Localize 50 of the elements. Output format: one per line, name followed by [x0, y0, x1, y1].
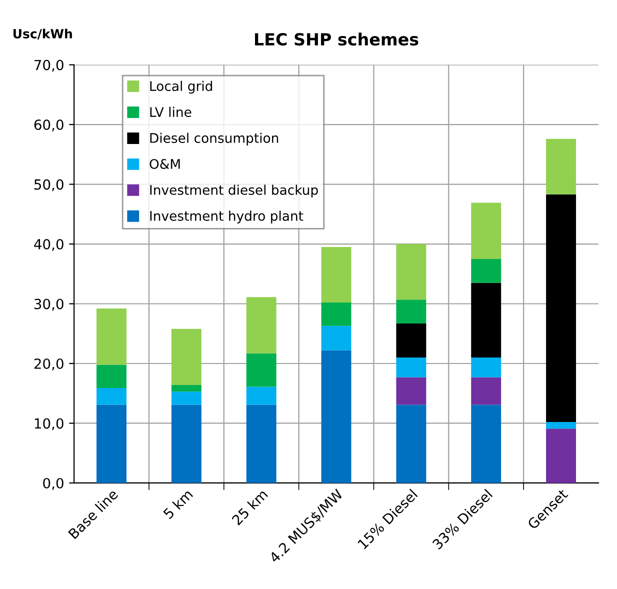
bar [321, 302, 352, 326]
bar [246, 386, 276, 405]
bar [246, 404, 276, 483]
bar [396, 377, 426, 405]
y-tick-label: 20,0 [34, 358, 64, 370]
bar [96, 388, 126, 405]
bar [546, 138, 576, 194]
y-tick-label: 0,0 [43, 478, 64, 490]
bar [471, 258, 502, 283]
bar [246, 297, 276, 354]
legend-label: Investment diesel backup [150, 184, 318, 198]
bar [546, 422, 576, 429]
chart-title: LEC SHP schemes [255, 32, 418, 46]
legend-label: Local grid [150, 80, 212, 94]
bar [471, 282, 502, 358]
bar [471, 404, 502, 483]
y-tick-label: 30,0 [34, 298, 64, 311]
bar [96, 308, 126, 365]
bar [546, 428, 576, 483]
legend-label: LV line [150, 106, 192, 118]
y-tick-label: 50,0 [34, 179, 64, 192]
bar [546, 194, 576, 422]
bar [471, 377, 502, 405]
bar [96, 404, 126, 483]
bar [471, 358, 502, 378]
y-tick-label: 70,0 [34, 60, 64, 72]
bar [396, 358, 426, 378]
bar [321, 326, 352, 350]
bar [171, 385, 202, 392]
x-tick-label: 5 km [162, 488, 194, 520]
bar [396, 404, 426, 483]
bar [246, 353, 276, 387]
legend-label: Diesel consumption [150, 132, 278, 146]
bar [396, 300, 426, 324]
bar [96, 364, 126, 388]
y-tick-label: 60,0 [34, 120, 64, 132]
bar [171, 404, 202, 483]
bar [471, 202, 502, 259]
y-tick-label: 40,0 [34, 238, 64, 251]
bar [171, 328, 202, 386]
legend-label: O&M [150, 158, 180, 169]
bar [321, 350, 352, 483]
bar [171, 392, 202, 405]
y-tick-label: 10,0 [34, 418, 64, 430]
legend-label: Investment hydro plant [150, 210, 304, 224]
y-axis-title: Usc/kWh [13, 28, 72, 40]
bar [321, 247, 352, 303]
bar [396, 244, 426, 300]
x-tick-label: 25 km [231, 488, 268, 526]
bar [396, 323, 426, 358]
